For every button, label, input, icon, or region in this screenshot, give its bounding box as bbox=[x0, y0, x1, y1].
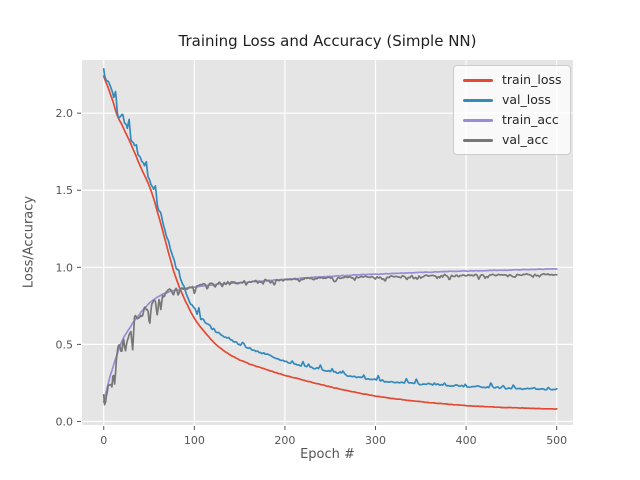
x-tick-label: 400 bbox=[456, 434, 477, 447]
chart-title: Training Loss and Accuracy (Simple NN) bbox=[178, 32, 477, 50]
legend-label-train_acc: train_acc bbox=[502, 112, 559, 127]
series-line-val_loss bbox=[102, 68, 558, 391]
legend-item-val_acc: val_acc bbox=[463, 130, 562, 150]
y-tick-label: 0.5 bbox=[56, 338, 74, 351]
legend-label-train_loss: train_loss bbox=[502, 72, 562, 87]
x-tick-label: 0 bbox=[100, 434, 107, 447]
legend-line-sample-val_acc bbox=[463, 138, 493, 142]
x-tick-label: 100 bbox=[184, 434, 205, 447]
legend-item-train_loss: train_loss bbox=[463, 70, 562, 90]
y-axis-label: Loss/Accuracy bbox=[21, 195, 37, 289]
x-tick-label: 300 bbox=[365, 434, 386, 447]
y-tick-label: 2.0 bbox=[56, 107, 74, 120]
x-axis-label: Epoch # bbox=[300, 447, 355, 462]
series-line-train_loss bbox=[102, 75, 558, 410]
y-tick-label: 1.0 bbox=[56, 261, 74, 274]
legend-label-val_acc: val_acc bbox=[502, 132, 549, 147]
legend-line-sample-train_acc bbox=[463, 118, 493, 122]
legend-item-train_acc: train_acc bbox=[463, 110, 562, 130]
series-line-train_acc bbox=[102, 267, 558, 403]
x-tick-label: 500 bbox=[546, 434, 567, 447]
y-tick-label: 1.5 bbox=[56, 184, 74, 197]
legend: train_loss val_loss train_acc val_acc bbox=[453, 65, 571, 155]
x-tick-label: 200 bbox=[274, 434, 295, 447]
legend-item-val_loss: val_loss bbox=[463, 90, 562, 110]
y-tick-label: 0.0 bbox=[56, 415, 74, 428]
legend-line-sample-val_loss bbox=[463, 98, 493, 102]
series-line-val_acc bbox=[102, 272, 558, 406]
legend-line-sample-train_loss bbox=[463, 78, 493, 82]
legend-label-val_loss: val_loss bbox=[502, 92, 551, 107]
